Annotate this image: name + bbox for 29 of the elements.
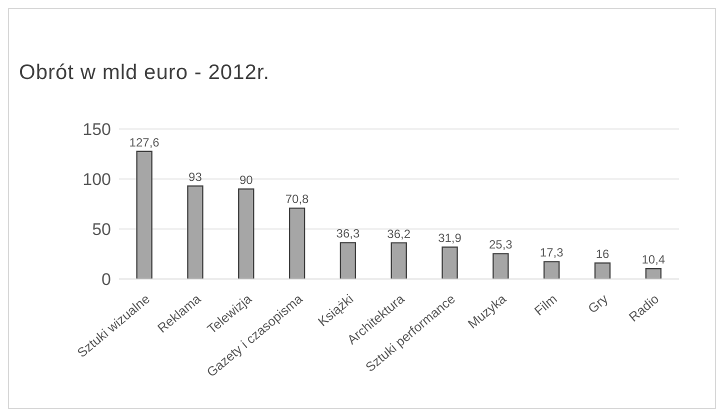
data-label: 17,3	[540, 246, 564, 260]
bar	[390, 242, 407, 279]
y-tick-label: 50	[92, 220, 111, 240]
bar	[136, 150, 152, 279]
data-label: 36,2	[387, 226, 411, 241]
data-label: 93	[188, 170, 202, 184]
y-tick-label: 150	[82, 120, 111, 140]
bar	[288, 208, 306, 279]
bar	[238, 188, 254, 279]
x-tick-label: Film	[531, 291, 560, 318]
data-label: 25,3	[489, 238, 513, 252]
x-tick-label: Gry	[585, 290, 612, 316]
y-tick-label: 100	[82, 170, 111, 190]
bar	[645, 268, 662, 279]
data-label: 70,8	[285, 192, 310, 206]
y-tick-label: 0	[102, 270, 111, 290]
data-label: 36,3	[336, 226, 360, 241]
bar	[187, 185, 204, 279]
data-label: 10,4	[642, 252, 666, 267]
data-label: 127,6	[129, 135, 160, 150]
chart-title: Obrót w mld euro - 2012r.	[19, 61, 270, 85]
bar	[543, 261, 560, 279]
bar	[492, 253, 509, 279]
bar	[340, 242, 356, 279]
bar	[442, 246, 458, 279]
bar	[594, 262, 611, 279]
data-label: 16	[596, 247, 610, 261]
data-label: 31,9	[438, 231, 462, 246]
data-label: 90	[239, 173, 254, 187]
